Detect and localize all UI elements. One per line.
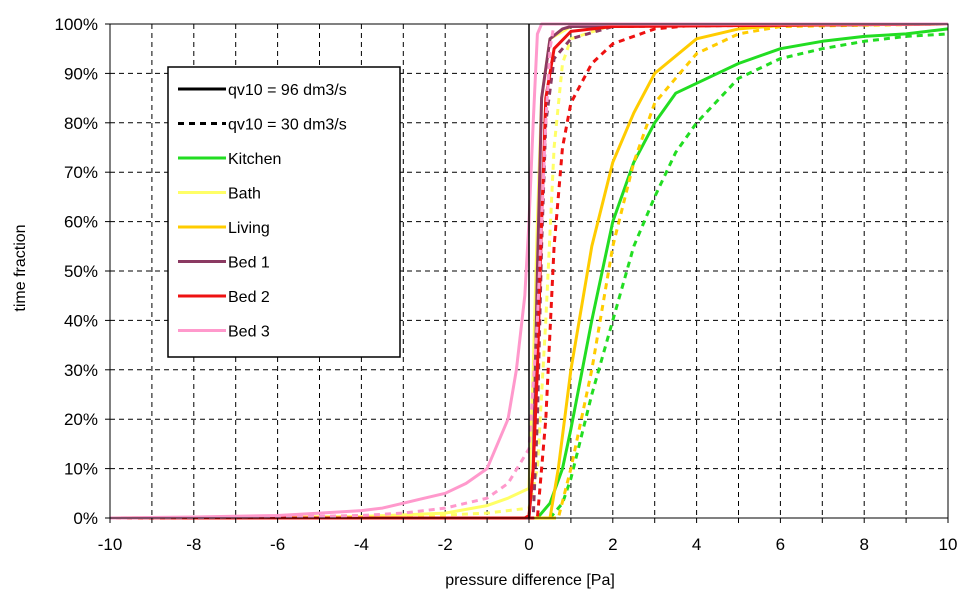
series-line-kitchen-30 <box>110 32 949 520</box>
legend-label: Bed 1 <box>228 255 270 272</box>
x-tick-label: 10 <box>939 535 958 554</box>
legend-label: Bed 3 <box>228 324 270 341</box>
series-line-kitchen-96 <box>110 27 949 520</box>
legend-box <box>167 66 401 358</box>
x-tick-label: -8 <box>186 535 201 554</box>
x-tick-label: 8 <box>859 535 868 554</box>
x-tick-label: 2 <box>608 535 617 554</box>
legend-label: Living <box>228 220 270 237</box>
series-line-bed-3-96 <box>109 22 948 520</box>
y-tick-label: 60% <box>64 213 98 232</box>
x-tick-label: 0 <box>524 535 533 554</box>
legend: qv10 = 96 dm3/s qv10 = 30 dm3/s Kitchen Bat… <box>167 66 401 358</box>
y-tick-label: 90% <box>64 64 98 83</box>
legend-label: qv10 = 96 dm3/s <box>228 82 347 99</box>
series-line-living-96 <box>110 22 949 520</box>
x-tick-label: -2 <box>438 535 453 554</box>
y-axis-title: time fraction <box>12 224 29 311</box>
y-tick-label: 50% <box>64 262 98 281</box>
x-tick-label: -4 <box>354 535 369 554</box>
tick-labels: -10 -8 -6 -4 -2 0 2 4 6 8 100%10%20%30%40%50%60%70… <box>55 15 958 554</box>
y-tick-label: 30% <box>64 361 98 380</box>
x-tick-label: -6 <box>270 535 285 554</box>
x-tick-label: 6 <box>776 535 785 554</box>
y-tick-label: 10% <box>64 460 98 479</box>
legend-label: qv10 = 30 dm3/s <box>228 117 347 134</box>
x-tick-label: -10 <box>98 535 123 554</box>
axes <box>105 23 949 523</box>
y-tick-label: 70% <box>64 163 98 182</box>
legend-label: Bed 2 <box>228 289 270 306</box>
y-tick-label: 0% <box>73 509 98 528</box>
legend-label: Kitchen <box>228 151 281 168</box>
x-tick-label: 4 <box>692 535 701 554</box>
x-axis-title: pressure difference [Pa] <box>445 572 615 589</box>
y-tick-label: 20% <box>64 410 98 429</box>
y-tick-label: 80% <box>64 114 98 133</box>
legend-label: Bath <box>228 186 261 203</box>
y-tick-label: 100% <box>55 15 98 34</box>
series-lines <box>109 22 949 520</box>
y-tick-label: 40% <box>64 311 98 330</box>
